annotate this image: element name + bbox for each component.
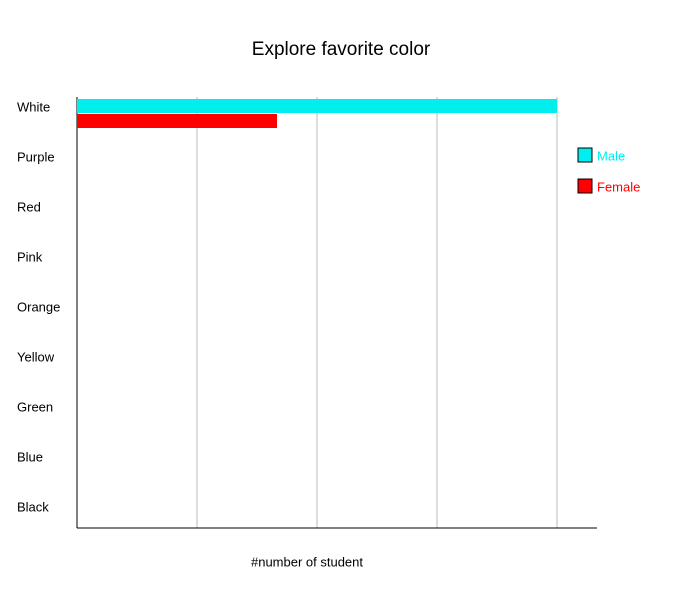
y-tick-label: White: [17, 99, 50, 114]
y-tick-label: Blue: [17, 449, 43, 464]
legend-label: Female: [597, 179, 640, 194]
legend-swatch: [577, 178, 593, 194]
legend-label: Male: [597, 148, 625, 163]
y-tick-label: Green: [17, 399, 53, 414]
y-tick-label: Pink: [17, 249, 43, 264]
y-tick-label: Red: [17, 199, 41, 214]
x-axis-label: #number of student: [251, 554, 363, 569]
bar: [77, 99, 557, 113]
chart-title: Explore favorite color: [252, 39, 431, 60]
y-tick-label: Purple: [17, 149, 55, 164]
y-tick-label: Orange: [17, 299, 60, 314]
bar: [77, 114, 117, 128]
legend-swatch: [577, 147, 593, 163]
y-tick-label: Black: [17, 499, 49, 514]
y-tick-label: Yellow: [17, 349, 55, 364]
